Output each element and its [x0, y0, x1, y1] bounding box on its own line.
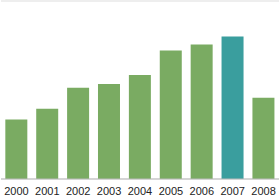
svg-text:2001: 2001 — [35, 185, 59, 195]
svg-text:2005: 2005 — [159, 185, 183, 195]
svg-text:2004: 2004 — [128, 185, 152, 195]
svg-text:2000: 2000 — [8, 185, 29, 195]
svg-text:2002: 2002 — [66, 185, 90, 195]
svg-text:2003: 2003 — [97, 185, 121, 195]
svg-text:2006: 2006 — [190, 185, 214, 195]
svg-text:2007: 2007 — [220, 185, 244, 195]
svg-text:2008: 2008 — [251, 185, 272, 195]
